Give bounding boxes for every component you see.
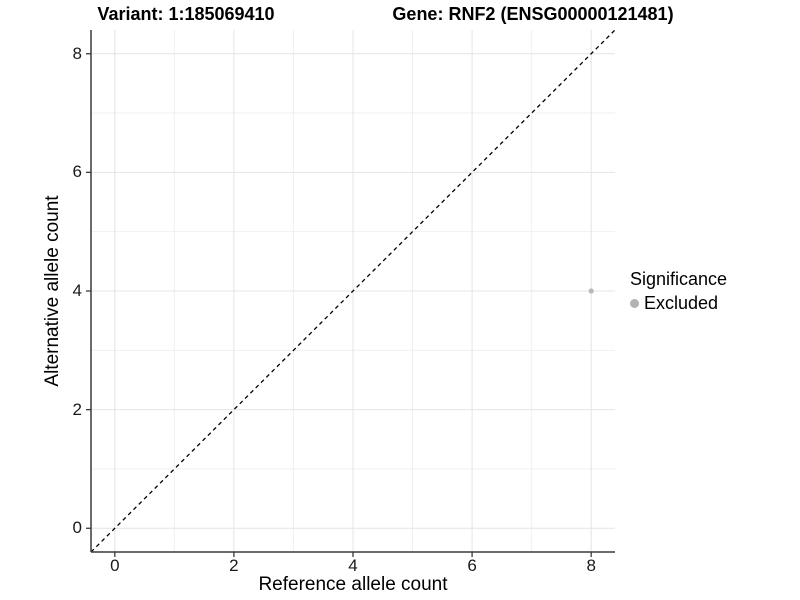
legend-item-excluded: Excluded: [630, 293, 727, 314]
y-tick-label: 2: [72, 399, 82, 419]
gene-title: Gene: RNF2 (ENSG00000121481): [392, 4, 674, 24]
identity-line: [90, 29, 616, 553]
x-tick-label: 0: [110, 556, 120, 575]
legend-item-label: Excluded: [644, 293, 719, 313]
variant-title: Variant: 1:185069410: [97, 4, 275, 24]
x-tick-label: 4: [348, 556, 358, 575]
y-tick-label: 4: [72, 281, 82, 300]
data-point: [588, 288, 594, 294]
legend-point-icon: [630, 299, 639, 308]
y-tick-label: 8: [72, 43, 82, 63]
x-axis-label: Reference allele count: [258, 574, 448, 595]
y-axis-label: Alternative allele count: [42, 195, 63, 387]
legend-title: Significance: [630, 269, 728, 289]
y-tick-label: 0: [72, 518, 82, 538]
x-tick-label: 8: [586, 556, 596, 575]
y-tick-label: 6: [72, 162, 82, 182]
x-tick-label: 6: [467, 556, 477, 575]
x-tick-label: 2: [229, 556, 239, 575]
legend: Significance Excluded: [630, 269, 727, 314]
